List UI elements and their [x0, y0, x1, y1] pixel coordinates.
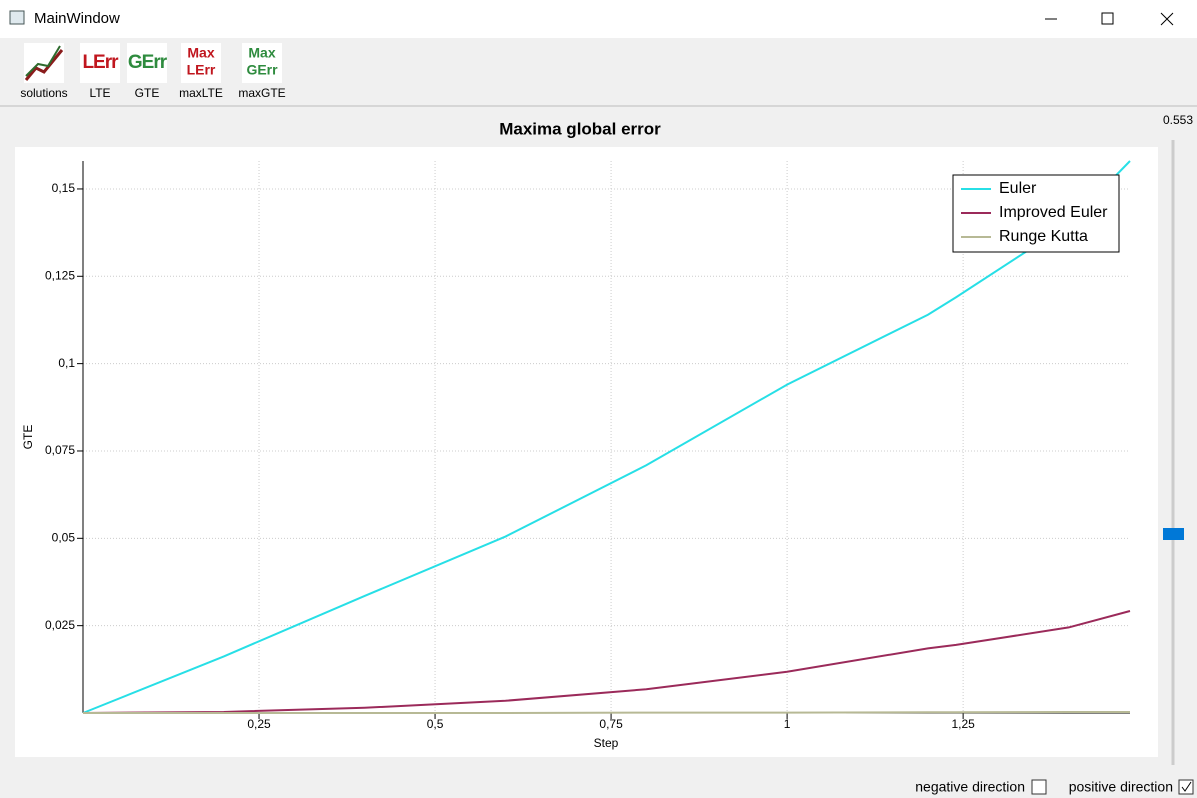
x-tick-label: 1 — [784, 717, 791, 731]
toolbar-icon-graph — [24, 49, 64, 81]
x-axis-label: Step — [594, 736, 619, 750]
y-tick-label: 0,1 — [58, 356, 75, 370]
check-mark — [1181, 781, 1192, 792]
line-series — [83, 710, 1130, 714]
toolbar-label[interactable]: GTE — [135, 86, 160, 100]
option-label[interactable]: positive direction — [1069, 779, 1173, 795]
slider-value: 0.553 — [1163, 113, 1193, 127]
toolbar-icon[interactable] — [127, 43, 167, 83]
chart-title: Maxima global error — [499, 119, 661, 138]
x-tick-label: 0,75 — [599, 717, 623, 731]
toolbar-icon-graph — [25, 45, 61, 77]
legend-label: Runge Kutta — [999, 228, 1088, 245]
y-tick-label: 0,125 — [45, 268, 75, 282]
toolbar-icon-text: LErr — [82, 52, 119, 73]
toolbar-icon-text: Max — [248, 45, 275, 61]
line-series — [82, 610, 1131, 714]
toolbar-icon[interactable] — [80, 43, 120, 83]
y-axis-label: GTE — [21, 425, 35, 450]
y-tick-label: 0,075 — [45, 443, 75, 457]
toolbar-icon-text: Max — [187, 45, 214, 61]
title-bar — [0, 0, 1197, 38]
legend-label: Improved Euler — [999, 204, 1108, 221]
x-tick-label: 0,25 — [247, 717, 271, 731]
checkbox[interactable] — [1031, 779, 1047, 795]
toolbar-icon[interactable] — [242, 43, 282, 83]
y-tick-label: 0,05 — [52, 530, 76, 544]
toolbar-icon-text: GErr — [128, 52, 168, 73]
app-icon — [9, 10, 25, 25]
x-tick-label: 0,5 — [427, 717, 444, 731]
y-tick-label: 0,025 — [45, 618, 75, 632]
toolbar-label[interactable]: solutions — [20, 86, 67, 100]
line-series — [82, 160, 1131, 714]
toolbar-label[interactable]: LTE — [89, 86, 110, 100]
close-button[interactable] — [1160, 12, 1174, 26]
window-title: MainWindow — [34, 10, 120, 27]
legend-label: Euler — [999, 180, 1037, 197]
toolbar-icon-text: LErr — [187, 62, 216, 78]
slider-handle[interactable] — [1163, 528, 1184, 540]
toolbar-label[interactable]: maxLTE — [179, 86, 223, 100]
y-tick-label: 0,15 — [52, 181, 76, 195]
x-tick-label: 1,25 — [951, 717, 975, 731]
option-label[interactable]: negative direction — [915, 779, 1025, 795]
toolbar-icon[interactable] — [181, 43, 221, 83]
maximize-button[interactable] — [1101, 12, 1114, 25]
toolbar-label[interactable]: maxGTE — [238, 86, 285, 100]
toolbar-icon-text: GErr — [246, 62, 278, 78]
